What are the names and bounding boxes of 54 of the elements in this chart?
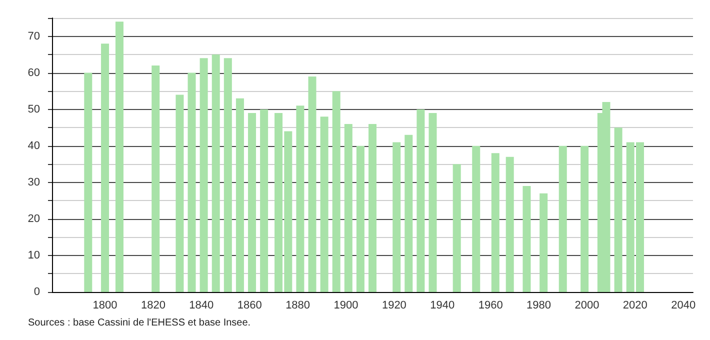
bar xyxy=(506,156,514,292)
y-tick-label: 40 xyxy=(28,140,40,152)
y-tick-label: 10 xyxy=(28,249,40,262)
x-tick-label: 1880 xyxy=(286,300,310,312)
y-tick-label: 30 xyxy=(28,176,40,188)
bar xyxy=(452,164,461,292)
bar xyxy=(522,186,531,292)
x-tick-label: 1800 xyxy=(92,300,118,312)
bar xyxy=(308,76,316,292)
bar xyxy=(84,72,92,292)
x-tick-label: 2040 xyxy=(671,300,696,312)
bar xyxy=(236,98,244,292)
bar xyxy=(404,134,413,292)
x-tick-label: 1860 xyxy=(237,300,262,312)
bar xyxy=(101,44,110,292)
bar xyxy=(491,153,500,292)
x-tick-label: 2020 xyxy=(622,300,648,312)
bar xyxy=(200,58,208,292)
bar xyxy=(188,72,196,292)
bar xyxy=(368,124,376,292)
x-tick-label: 1820 xyxy=(140,300,166,312)
bar xyxy=(332,91,340,292)
source-note: Sources : base Cassini de l'EHESS et base Insee. xyxy=(28,318,251,328)
bar xyxy=(428,112,437,292)
bar xyxy=(115,22,124,292)
bar xyxy=(344,124,352,292)
bar xyxy=(296,106,304,292)
bar xyxy=(176,94,184,292)
x-tick-label: 1980 xyxy=(526,300,552,312)
bar xyxy=(416,109,425,292)
bar xyxy=(260,109,268,292)
x-tick-label: 2000 xyxy=(574,300,600,312)
bar xyxy=(320,116,328,292)
bar xyxy=(580,146,589,292)
bar xyxy=(392,142,401,292)
x-tick-label: 1960 xyxy=(478,300,503,312)
bar xyxy=(212,54,220,292)
x-tick-label: 1940 xyxy=(430,300,455,312)
bar xyxy=(614,128,622,292)
bar xyxy=(248,112,256,292)
x-tick-label: 1840 xyxy=(189,300,214,312)
bar xyxy=(356,146,364,292)
y-tick-label: 70 xyxy=(28,30,40,42)
x-tick-label: 1900 xyxy=(334,300,358,312)
y-tick-label: 20 xyxy=(28,212,40,225)
bar xyxy=(540,193,548,292)
bar xyxy=(224,58,232,292)
bar xyxy=(152,65,160,292)
y-tick-label: 0 xyxy=(34,286,40,298)
bar xyxy=(558,146,567,292)
y-tick-label: 50 xyxy=(28,103,40,116)
y-tick-label: 60 xyxy=(28,66,40,79)
x-tick-label: 1920 xyxy=(382,300,406,312)
bar xyxy=(472,146,480,292)
